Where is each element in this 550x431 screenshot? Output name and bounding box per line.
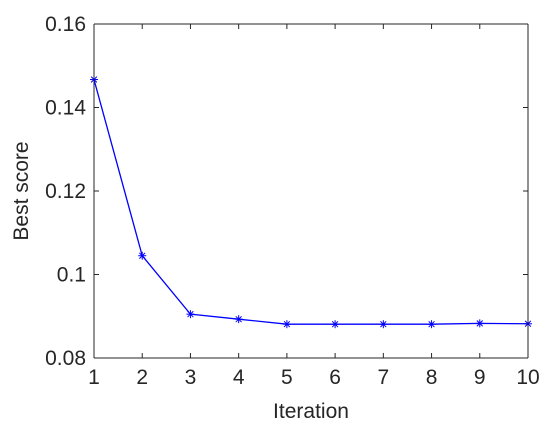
plot-area [94, 24, 528, 358]
x-tick-label: 8 [426, 366, 438, 389]
axis-lines [93, 23, 529, 359]
data-point-marker [234, 315, 243, 324]
x-tick-label: 6 [329, 366, 341, 389]
x-tick-label: 10 [516, 366, 539, 389]
y-tick-label: 0.16 [45, 13, 86, 36]
data-point-marker [379, 320, 388, 329]
data-point-marker [186, 310, 195, 319]
x-tick-label: 4 [233, 366, 245, 389]
x-tick-label: 1 [88, 366, 100, 389]
x-tick-label: 5 [281, 366, 293, 389]
data-point-marker [138, 251, 147, 260]
x-tick-label: 3 [185, 366, 197, 389]
axes-box [94, 24, 528, 358]
y-tick-label: 0.14 [45, 97, 86, 120]
x-tick-label: 7 [377, 366, 389, 389]
y-axis-label: Best score [10, 141, 33, 240]
data-point-marker [282, 320, 291, 329]
x-axis-label: Iteration [273, 400, 349, 423]
y-tick-label: 0.08 [45, 347, 86, 370]
data-point-marker [427, 320, 436, 329]
x-tick-label: 2 [136, 366, 148, 389]
y-axis-ticks: 0.08 0.1 0.12 0.14 0.16 [45, 13, 528, 370]
x-axis-ticks: 1 2 3 4 5 6 7 8 9 10 [88, 24, 540, 389]
y-tick-label: 0.1 [57, 264, 86, 287]
data-point-marker [475, 319, 484, 328]
y-tick-label: 0.12 [45, 180, 86, 203]
x-tick-label: 9 [474, 366, 486, 389]
series-line [93, 79, 529, 325]
data-point-marker [331, 320, 340, 329]
